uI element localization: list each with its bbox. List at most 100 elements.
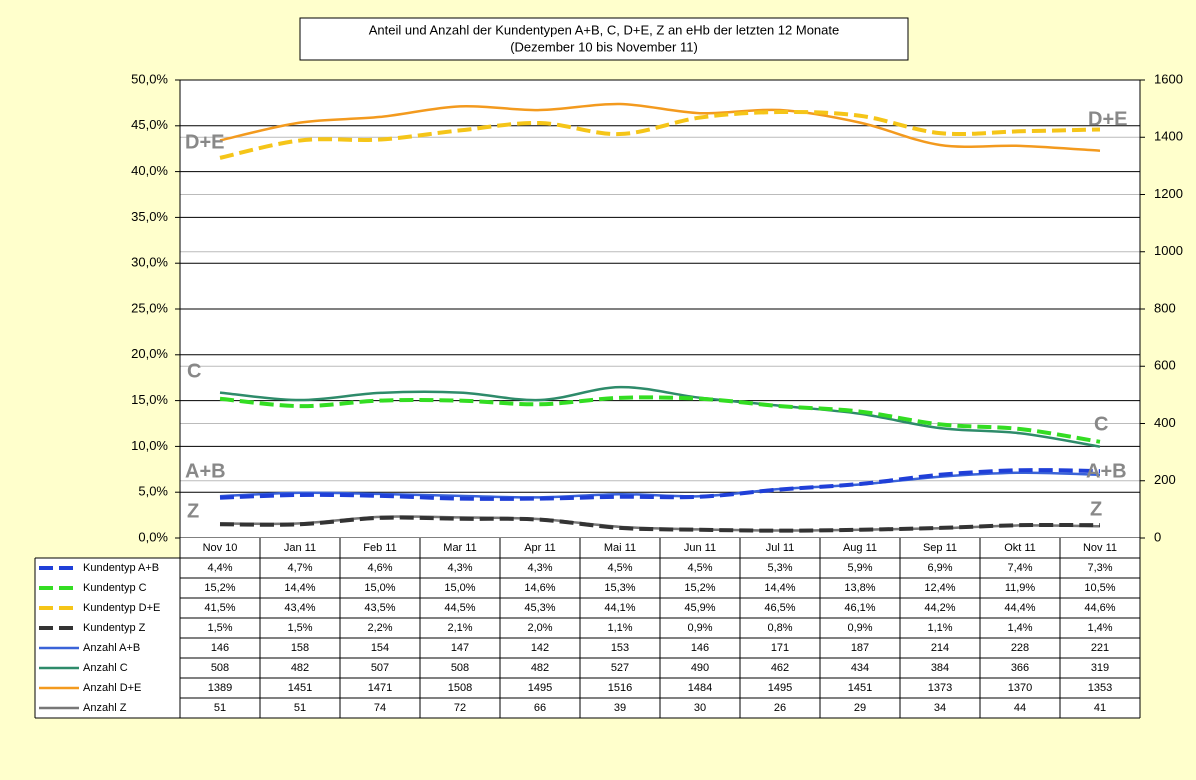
- y2-tick-label: 200: [1154, 472, 1176, 487]
- y2-tick-label: 1600: [1154, 71, 1183, 86]
- y-tick-label: 20,0%: [131, 346, 168, 361]
- table-cell: 527: [611, 662, 629, 674]
- table-cell: 43,4%: [284, 602, 315, 614]
- series-annotation: D+E: [185, 131, 224, 153]
- series-annotation: A+B: [185, 460, 226, 482]
- table-cell: 44,1%: [604, 602, 635, 614]
- x-tick-label: Jun 11: [684, 542, 716, 554]
- table-cell: 30: [694, 702, 706, 714]
- table-cell: 2,0%: [527, 622, 552, 634]
- table-cell: 4,5%: [607, 562, 632, 574]
- table-cell: 507: [371, 662, 389, 674]
- table-cell: 1451: [848, 682, 872, 694]
- table-cell: 171: [771, 642, 789, 654]
- series-annotation: D+E: [1088, 108, 1127, 130]
- y-tick-label: 10,0%: [131, 438, 168, 453]
- table-cell: 482: [291, 662, 309, 674]
- table-cell: 7,4%: [1007, 562, 1032, 574]
- table-cell: 1484: [688, 682, 712, 694]
- legend-label: Kundentyp D+E: [83, 602, 160, 614]
- table-cell: 5,9%: [847, 562, 872, 574]
- title-box: [299, 17, 909, 61]
- table-cell: 74: [374, 702, 386, 714]
- x-tick-label: Mar 11: [443, 542, 476, 554]
- table-cell: 508: [451, 662, 469, 674]
- table-cell: 10,5%: [1084, 582, 1115, 594]
- series-annotation: Z: [1090, 498, 1102, 520]
- y2-tick-label: 1200: [1154, 186, 1183, 201]
- table-cell: 1508: [448, 682, 472, 694]
- table-cell: 221: [1091, 642, 1109, 654]
- table-cell: 1389: [208, 682, 232, 694]
- table-cell: 14,6%: [524, 582, 555, 594]
- table-cell: 147: [451, 642, 469, 654]
- x-tick-label: Jan 11: [284, 542, 316, 554]
- x-tick-label: Sep 11: [923, 542, 957, 554]
- series-line: [219, 395, 1101, 444]
- chart-subtitle: (Dezember 10 bis November 11): [510, 39, 698, 54]
- table-cell: 1,4%: [1007, 622, 1032, 634]
- table-cell: 45,9%: [684, 602, 715, 614]
- table-cell: 228: [1011, 642, 1029, 654]
- table-cell: 14,4%: [764, 582, 795, 594]
- table-cell: 1,1%: [927, 622, 952, 634]
- table-cell: 490: [691, 662, 709, 674]
- table-cell: 4,6%: [367, 562, 392, 574]
- table-cell: 1,5%: [207, 622, 232, 634]
- table-cell: 142: [531, 642, 549, 654]
- table-cell: 0,9%: [847, 622, 872, 634]
- table-cell: 154: [371, 642, 389, 654]
- x-tick-label: Apr 11: [524, 542, 556, 554]
- x-tick-label: Nov 11: [1083, 542, 1117, 554]
- y2-tick-label: 600: [1154, 358, 1176, 373]
- legend-label: Kundentyp C: [83, 582, 147, 594]
- y2-tick-label: 1400: [1154, 129, 1183, 144]
- table-cell: 214: [931, 642, 949, 654]
- table-cell: 434: [851, 662, 869, 674]
- table-cell: 15,3%: [604, 582, 635, 594]
- table-cell: 26: [774, 702, 786, 714]
- table-cell: 1451: [288, 682, 312, 694]
- table-cell: 34: [934, 702, 946, 714]
- y2-tick-label: 0: [1154, 529, 1161, 544]
- table-cell: 4,3%: [447, 562, 472, 574]
- table-cell: 146: [211, 642, 229, 654]
- table-cell: 13,8%: [844, 582, 875, 594]
- series-annotation: C: [1094, 413, 1108, 435]
- y-tick-label: 30,0%: [131, 255, 168, 270]
- y2-tick-label: 400: [1154, 415, 1176, 430]
- table-cell: 1353: [1088, 682, 1112, 694]
- table-cell: 0,9%: [687, 622, 712, 634]
- table-cell: 66: [534, 702, 546, 714]
- table-cell: 46,5%: [764, 602, 795, 614]
- table-cell: 1,4%: [1087, 622, 1112, 634]
- table-cell: 15,0%: [444, 582, 475, 594]
- table-cell: 45,3%: [524, 602, 555, 614]
- table-cell: 11,9%: [1005, 582, 1036, 594]
- table-cell: 4,3%: [527, 562, 552, 574]
- table-cell: 15,2%: [684, 582, 715, 594]
- y-tick-label: 45,0%: [131, 117, 168, 132]
- y-tick-label: 50,0%: [131, 71, 168, 86]
- table-cell: 15,2%: [204, 582, 235, 594]
- table-cell: 72: [454, 702, 466, 714]
- table-cell: 1495: [528, 682, 552, 694]
- table-cell: 462: [771, 662, 789, 674]
- table-cell: 51: [294, 702, 306, 714]
- table-cell: 1,5%: [287, 622, 312, 634]
- table-cell: 14,4%: [284, 582, 315, 594]
- legend-label: Kundentyp A+B: [83, 562, 159, 574]
- series-annotation: A+B: [1086, 460, 1127, 482]
- table-cell: 146: [691, 642, 709, 654]
- legend-label: Anzahl C: [83, 662, 128, 674]
- table-cell: 5,3%: [767, 562, 792, 574]
- table-cell: 44,4%: [1004, 602, 1035, 614]
- y-tick-label: 15,0%: [131, 392, 168, 407]
- table-cell: 2,2%: [367, 622, 392, 634]
- table-cell: 1471: [368, 682, 392, 694]
- table-cell: 44,2%: [924, 602, 955, 614]
- y2-tick-label: 800: [1154, 300, 1176, 315]
- table-cell: 44,6%: [1084, 602, 1115, 614]
- table-cell: 6,9%: [927, 562, 952, 574]
